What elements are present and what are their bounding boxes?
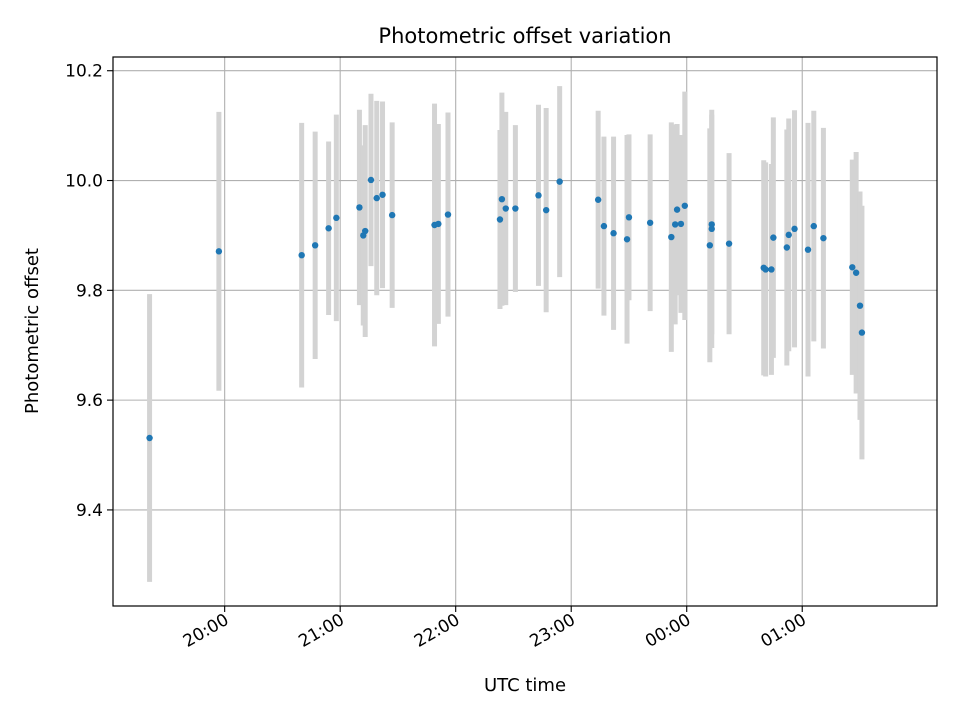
y-axis-title: Photometric offset bbox=[22, 248, 43, 414]
data-point bbox=[146, 434, 153, 442]
data-point bbox=[215, 248, 223, 255]
data-point bbox=[668, 233, 675, 241]
data-point bbox=[625, 214, 633, 221]
data-point bbox=[444, 211, 452, 218]
data-point bbox=[594, 196, 602, 203]
data-point bbox=[311, 242, 319, 249]
data-point bbox=[708, 225, 715, 233]
data-point bbox=[435, 220, 442, 228]
data-point bbox=[677, 220, 685, 228]
data-point bbox=[498, 195, 506, 203]
data-point bbox=[379, 191, 386, 198]
data-point bbox=[762, 266, 769, 273]
data-point bbox=[496, 216, 504, 223]
data-point bbox=[512, 205, 519, 212]
data-point bbox=[810, 222, 817, 230]
data-point bbox=[785, 231, 792, 239]
data-point bbox=[542, 206, 550, 214]
data-point bbox=[610, 230, 617, 237]
data-point bbox=[671, 221, 679, 228]
data-point bbox=[791, 225, 798, 233]
data-point bbox=[356, 204, 363, 211]
x-axis-title: UTC time bbox=[484, 675, 566, 696]
data-point bbox=[725, 240, 733, 247]
data-point bbox=[362, 227, 369, 235]
data-point bbox=[367, 176, 375, 184]
data-point bbox=[783, 244, 791, 251]
data-point bbox=[373, 194, 380, 202]
data-point bbox=[820, 234, 827, 242]
data-point bbox=[852, 269, 860, 276]
data-point bbox=[768, 266, 775, 273]
data-point bbox=[856, 302, 864, 309]
data-point bbox=[646, 219, 654, 226]
chart-title: Photometric offset variation bbox=[378, 24, 671, 48]
y-tick-label: 10.2 bbox=[65, 62, 103, 82]
data-point bbox=[600, 222, 608, 230]
data-points bbox=[146, 176, 866, 442]
data-point bbox=[623, 236, 631, 243]
data-point bbox=[770, 234, 777, 241]
data-point bbox=[858, 329, 866, 336]
data-point bbox=[325, 225, 332, 232]
data-point bbox=[333, 214, 340, 222]
data-point bbox=[706, 242, 714, 249]
y-tick-label: 9.8 bbox=[76, 281, 103, 301]
data-point bbox=[535, 192, 542, 199]
y-tick-label: 9.6 bbox=[76, 391, 103, 411]
data-point bbox=[673, 206, 681, 213]
data-point bbox=[804, 246, 812, 253]
data-point bbox=[708, 221, 715, 228]
y-tick-label: 9.4 bbox=[76, 501, 103, 521]
data-point bbox=[298, 251, 305, 259]
data-point bbox=[849, 264, 856, 271]
plot-area bbox=[113, 57, 937, 606]
plot-frame bbox=[112, 56, 938, 607]
data-point bbox=[681, 202, 688, 209]
y-axis-ticks: 9.4 9.6 9.8 10.0 10.2 bbox=[65, 62, 113, 521]
data-point bbox=[502, 205, 509, 212]
data-point bbox=[388, 211, 396, 219]
y-tick-label: 10.0 bbox=[65, 172, 103, 192]
data-point bbox=[556, 178, 563, 185]
